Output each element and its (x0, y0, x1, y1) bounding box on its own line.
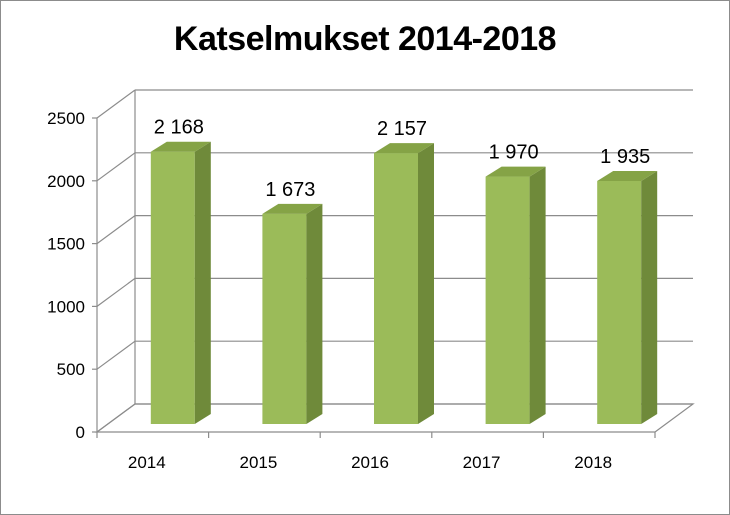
bar (485, 166, 546, 424)
bar (150, 141, 211, 424)
y-tick-label: 1000 (47, 297, 85, 316)
bar-top (485, 166, 546, 177)
y-tick-label: 1500 (47, 235, 85, 254)
bar-front (150, 151, 195, 424)
data-label: 2 168 (154, 117, 204, 139)
bar-side (194, 141, 211, 424)
bar-side (418, 143, 434, 424)
data-label: 1 673 (265, 179, 315, 201)
gridline-side (96, 89, 136, 119)
bar-front (597, 180, 642, 424)
x-tick-label: 2015 (239, 453, 277, 472)
data-label: 1 970 (489, 142, 539, 164)
bar-top (597, 170, 658, 181)
chart-title: Katselmukset 2014-2018 (173, 20, 557, 58)
bar-side (306, 203, 323, 424)
bar (374, 143, 434, 424)
x-tick-label: 2016 (351, 453, 389, 472)
y-tick-label: 2500 (47, 109, 85, 128)
x-tick-label: 2017 (463, 453, 501, 472)
gridline-side (96, 277, 136, 307)
bar-side (641, 170, 658, 424)
floor (95, 403, 695, 433)
side-wall (97, 90, 135, 432)
data-label: 1 935 (600, 146, 650, 168)
y-tick-label: 0 (76, 423, 85, 442)
bar-top (150, 141, 211, 152)
y-tick-label: 2000 (47, 172, 85, 191)
bar-front (262, 213, 307, 424)
gridline-side (96, 215, 136, 245)
gridline-side (96, 152, 136, 182)
bar-top (374, 143, 434, 154)
bar (262, 203, 323, 424)
bar-front (374, 153, 418, 424)
x-tick-label: 2014 (128, 453, 166, 472)
bar-top (262, 203, 323, 214)
y-tick-label: 500 (57, 360, 85, 379)
data-label: 2 157 (377, 118, 427, 140)
bar-front (485, 176, 530, 424)
bar-side (529, 166, 546, 424)
x-tick-label: 2018 (574, 453, 612, 472)
gridline-side (96, 340, 136, 370)
bar (597, 170, 658, 424)
